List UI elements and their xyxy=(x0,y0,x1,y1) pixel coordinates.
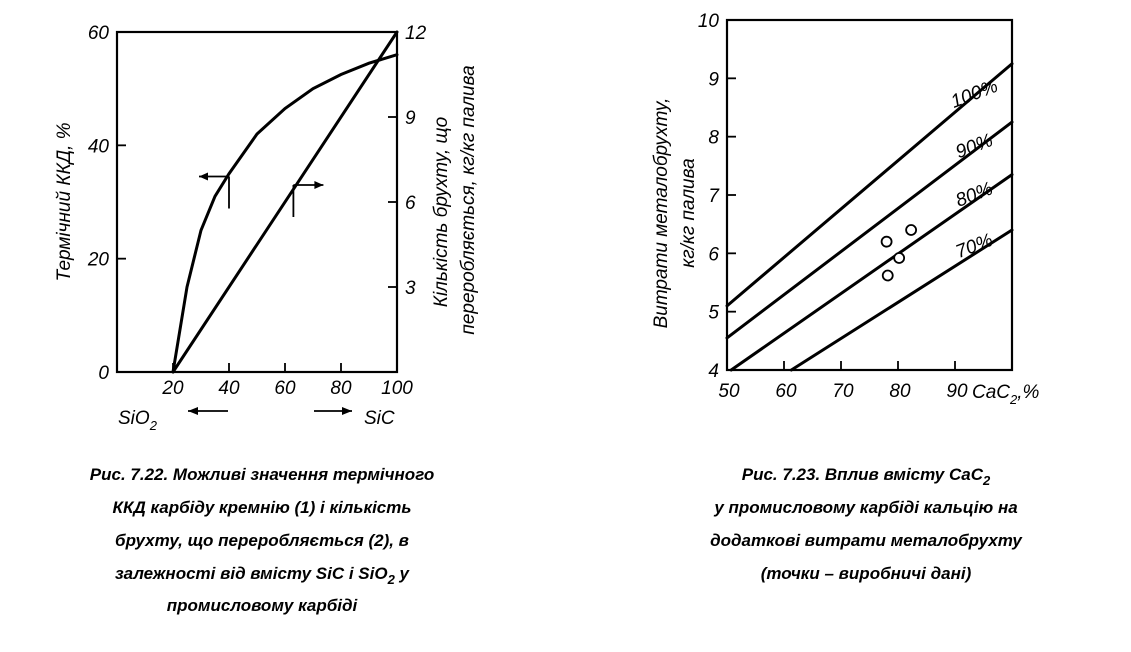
chart2-x-tick-label: 60 xyxy=(775,381,797,402)
chart1-x-ticks: 20 40 60 80 100 xyxy=(161,363,413,399)
arrowhead-right-icon xyxy=(314,181,324,189)
chart1-left-y-tick-label: 40 xyxy=(88,136,110,157)
chart2-series-line xyxy=(789,228,1014,372)
chart2-production-points xyxy=(880,224,918,282)
chart1-left-y-tick-label: 60 xyxy=(88,23,110,44)
chart1-x-tick-label: 40 xyxy=(218,378,240,399)
chart1-right-y-tick-label: 9 xyxy=(405,108,416,129)
caption1-line2: ККД карбіду кремнію (1) і кількість xyxy=(113,498,412,517)
chart2-x-tick-label: 80 xyxy=(889,381,911,402)
chart2-series xyxy=(725,62,1014,372)
svg-text:SiO2: SiO2 xyxy=(118,408,158,433)
chart1-left-y-ticks: 0 20 40 60 xyxy=(87,23,126,384)
caption-fig-7-22: Рис. 7.22. Можливі значення термічного К… xyxy=(90,465,434,615)
chart2-series-label: 80% xyxy=(953,178,996,211)
chart2-y-tick-label: 5 xyxy=(708,303,719,324)
chart2-series-label: 100% xyxy=(948,76,1001,113)
chart2-y-label-line2: кг/кг палива xyxy=(678,158,699,267)
caption2-line3: додаткові витрати металобрухту xyxy=(710,531,1023,550)
chart1-right-y-ticks: 3 6 9 12 xyxy=(388,23,427,299)
chart-thermal-efficiency: 20 40 60 80 100 0 20 40 60 3 6 9 12 Термічний ККД,… xyxy=(54,23,479,433)
arrowhead-right-icon xyxy=(342,407,352,415)
chart1-x-tick-label: 100 xyxy=(381,378,413,399)
caption2-line1-subscript: 2 xyxy=(982,473,991,488)
caption1-line4: залежності від вмісту SiC і SiO2 у xyxy=(115,564,411,587)
chart1-right-y-tick-label: 12 xyxy=(405,23,427,44)
chart2-x-tick-label: 50 xyxy=(718,381,740,402)
chart2-x-label-tail: ,% xyxy=(1017,382,1039,403)
arrowhead-left-icon xyxy=(188,407,198,415)
chart1-series-arrows xyxy=(199,172,324,217)
chart2-data-point xyxy=(880,235,893,248)
chart2-series-labels: 100% 90% 80% 70% xyxy=(948,76,1001,263)
caption1-line3: брухту, що переробляється (2), в xyxy=(115,531,409,550)
chart1-right-y-tick-label: 6 xyxy=(405,193,416,214)
caption1-line4-subscript: 2 xyxy=(387,572,396,587)
chart2-x-ticks: 50 60 70 80 90 xyxy=(718,361,968,402)
arrowhead-left-icon xyxy=(199,172,208,181)
chart1-sio2-subscript: 2 xyxy=(149,418,158,433)
chart2-x-tick-label: 90 xyxy=(946,381,968,402)
caption1-line4-main: залежності від вмісту SiC і SiO xyxy=(115,564,388,583)
chart2-data-point xyxy=(905,224,918,236)
caption2-line2: у промисловому карбіді кальцію на xyxy=(713,498,1017,517)
caption1-line5: промисловому карбіді xyxy=(167,596,359,615)
chart1-series xyxy=(171,30,399,374)
chart2-y-tick-label: 8 xyxy=(708,128,719,149)
chart1-right-y-tick-label: 3 xyxy=(405,278,416,299)
chart1-left-y-tick-label: 20 xyxy=(87,250,110,271)
chart1-sio2-label: SiO xyxy=(118,408,150,429)
chart1-direction-sio2: SiO2 xyxy=(118,407,228,433)
caption2-line1: Рис. 7.23. Вплив вмісту CaC2 xyxy=(742,465,991,488)
chart1-x-tick-label: 20 xyxy=(161,378,184,399)
chart2-y-tick-label: 10 xyxy=(698,11,720,32)
chart2-y-tick-label: 6 xyxy=(708,244,719,265)
chart1-left-y-label: Термічний ККД, % xyxy=(54,122,75,281)
chart-scrap-consumption: 50 60 70 80 90 4 5 6 7 8 9 10 100% 90% 80% 70% Витрат… xyxy=(651,11,1040,407)
caption-fig-7-23: Рис. 7.23. Вплив вмісту CaC2 у промислов… xyxy=(710,465,1023,583)
caption2-line1-main: Рис. 7.23. Вплив вмісту CaC xyxy=(742,465,984,484)
chart2-series-line xyxy=(729,173,1014,372)
chart1-direction-sic: SiC xyxy=(314,407,395,429)
chart2-y-tick-label: 4 xyxy=(708,361,719,382)
chart1-series-2-line xyxy=(171,30,399,374)
chart2-x-tick-label: 70 xyxy=(832,381,854,402)
chart2-y-label-line1: Витрати металобрухту, xyxy=(651,98,672,329)
chart2-x-label-subscript: 2 xyxy=(1009,392,1018,407)
chart1-x-tick-label: 60 xyxy=(274,378,296,399)
chart2-data-point xyxy=(881,269,894,282)
chart2-y-tick-label: 9 xyxy=(708,69,719,90)
chart1-sic-label: SiC xyxy=(364,408,395,429)
chart1-right-y-label-line1: Кількість брухту, що xyxy=(431,117,452,307)
chart2-series-label: 70% xyxy=(953,230,996,263)
chart1-x-tick-label: 80 xyxy=(330,378,352,399)
chart1-series-1-line xyxy=(171,53,399,374)
chart2-series-label: 90% xyxy=(953,130,996,163)
chart2-series-line xyxy=(725,62,1014,308)
chart2-data-point xyxy=(893,252,906,264)
caption1-line1: Рис. 7.22. Можливі значення термічного xyxy=(90,465,434,484)
chart1-right-y-label-line2: переробляється, кг/кг палива xyxy=(458,65,479,334)
chart2-y-ticks: 4 5 6 7 8 9 10 xyxy=(698,11,736,382)
chart1-plot-frame xyxy=(115,30,399,374)
caption1-line4-tail: у xyxy=(395,564,411,583)
chart2-y-tick-label: 7 xyxy=(708,186,720,207)
chart2-x-label: CaC2,% xyxy=(972,382,1040,407)
chart2-x-label-main: CaC xyxy=(972,382,1010,403)
caption2-line4: (точки – виробничі дані) xyxy=(761,564,972,583)
chart2-series-line xyxy=(725,120,1014,340)
chart1-left-y-tick-label: 0 xyxy=(98,363,109,384)
